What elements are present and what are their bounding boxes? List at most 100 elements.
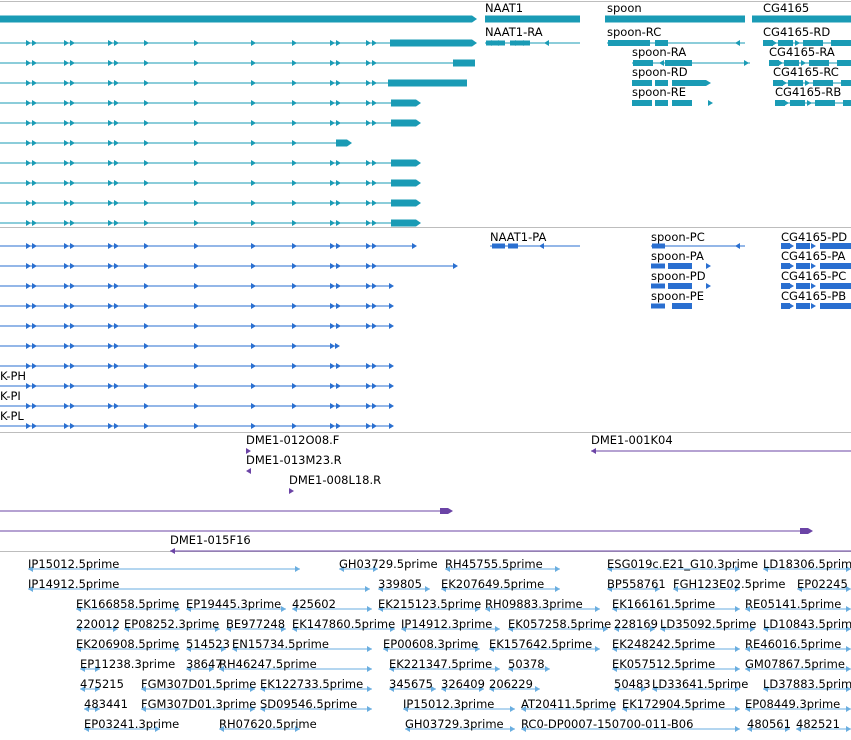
- est-label[interactable]: BE977248: [226, 617, 286, 631]
- transcript-label[interactable]: spoon-RE: [632, 85, 687, 99]
- strand-arrow: [811, 283, 816, 289]
- est-label[interactable]: GM07867.5prime: [745, 657, 845, 671]
- est-label[interactable]: RH45755.5prime: [445, 557, 543, 571]
- est-label[interactable]: EK206908.5prime: [76, 637, 180, 651]
- est-label[interactable]: EP02245: [797, 577, 848, 591]
- est-label[interactable]: 480561: [747, 717, 791, 731]
- est-label[interactable]: FGH123E02.5prime: [673, 577, 786, 591]
- est-label[interactable]: BP558761: [607, 577, 666, 591]
- transcript-label[interactable]: spoon-RC: [607, 25, 662, 39]
- est-label[interactable]: EK147860.5prime: [292, 617, 396, 631]
- est-label[interactable]: IP14912.5prime: [28, 577, 120, 591]
- protein-label[interactable]: CG4165-PA: [781, 249, 846, 263]
- protein-label[interactable]: K-PI: [0, 389, 21, 403]
- strand-arrow: [487, 40, 492, 46]
- est-label[interactable]: ESG019c.E21_G10.3prime: [607, 557, 759, 571]
- est-label[interactable]: 38647: [186, 657, 223, 671]
- est-label[interactable]: 50483: [614, 677, 651, 691]
- est-label[interactable]: IP15012.5prime: [28, 557, 120, 571]
- est-label[interactable]: GH03729.3prime: [405, 717, 504, 731]
- est-label[interactable]: 50378: [508, 657, 545, 671]
- est-label[interactable]: AT20411.5prime: [521, 697, 617, 711]
- est-label[interactable]: EK221347.5prime: [389, 657, 493, 671]
- est-label[interactable]: 483441: [84, 697, 128, 711]
- est-label[interactable]: RH09883.3prime: [485, 597, 583, 611]
- gene-label-cg4165[interactable]: CG4165: [763, 1, 810, 15]
- strand-arrow: [372, 403, 377, 409]
- est-label[interactable]: RC0-DP0007-150700-011-B06: [521, 717, 694, 731]
- transcript-label[interactable]: CG4165-RA: [769, 45, 835, 59]
- est-label[interactable]: LD37883.5prime: [763, 677, 851, 691]
- est-label[interactable]: LD35092.5prime: [660, 617, 757, 631]
- est-label[interactable]: EK157642.5prime: [489, 637, 593, 651]
- transcript-label[interactable]: CG4165-RD: [763, 25, 831, 39]
- protein-label[interactable]: spoon-PE: [651, 289, 705, 303]
- est-label[interactable]: FGM307D01.5prime: [141, 677, 257, 691]
- protein-label[interactable]: K-PH: [0, 369, 27, 383]
- transcript-label[interactable]: spoon-RD: [632, 65, 688, 79]
- strand-arrow: [378, 606, 383, 612]
- est-label[interactable]: IP15012.3prime: [403, 697, 495, 711]
- est-label[interactable]: EK166161.5prime: [612, 597, 716, 611]
- clone-label[interactable]: DME1-012O08.F: [246, 433, 340, 447]
- clone-label[interactable]: DME1-001K04: [591, 433, 673, 447]
- est-label[interactable]: 220012: [76, 617, 120, 631]
- est-label[interactable]: LD18306.5prime: [763, 557, 851, 571]
- protein-label[interactable]: spoon-PA: [651, 249, 704, 263]
- est-label[interactable]: 475215: [80, 677, 124, 691]
- est-label[interactable]: EP19445.3prime: [186, 597, 282, 611]
- est-label[interactable]: EP03241.3prime: [84, 717, 180, 731]
- clone-label[interactable]: DME1-013M23.R: [246, 453, 342, 467]
- est-label[interactable]: EK057258.5prime: [508, 617, 612, 631]
- protein-label[interactable]: spoon-PC: [651, 230, 705, 244]
- strand-arrow: [372, 243, 377, 249]
- est-label[interactable]: EP00608.3prime: [383, 637, 479, 651]
- est-label[interactable]: EK207649.5prime: [441, 577, 545, 591]
- transcript-label[interactable]: CG4165-RB: [775, 85, 842, 99]
- est-label[interactable]: RH07620.5prime: [219, 717, 317, 731]
- est-label[interactable]: 206229: [489, 677, 533, 691]
- strand-arrow: [70, 100, 75, 106]
- strand-arrow: [144, 80, 149, 86]
- est-label[interactable]: GH03729.5prime: [339, 557, 438, 571]
- protein-label[interactable]: CG4165-PB: [781, 289, 847, 303]
- gene-label-naat1[interactable]: NAAT1: [485, 1, 524, 15]
- est-label[interactable]: EN15734.5prime: [232, 637, 329, 651]
- est-label[interactable]: LD10843.5prime: [763, 617, 851, 631]
- transcript-label[interactable]: NAAT1-RA: [485, 25, 543, 39]
- est-label[interactable]: 345675: [389, 677, 433, 691]
- transcript-label[interactable]: spoon-RA: [632, 45, 687, 59]
- est-label[interactable]: EK057512.5prime: [612, 657, 716, 671]
- protein-label[interactable]: K-PL: [0, 409, 24, 423]
- est-label[interactable]: EP08449.3prime: [745, 697, 841, 711]
- clone-label[interactable]: DME1-015F16: [170, 533, 251, 547]
- est-label[interactable]: LD33641.5prime: [652, 677, 749, 691]
- est-label[interactable]: RE46016.5prime: [745, 637, 842, 651]
- est-label[interactable]: 339805: [378, 577, 422, 591]
- protein-label[interactable]: CG4165-PC: [781, 269, 847, 283]
- est-label[interactable]: RH46247.5prime: [219, 657, 317, 671]
- strand-arrow: [108, 40, 113, 46]
- est-label[interactable]: 228169: [614, 617, 658, 631]
- protein-label[interactable]: CG4165-PD: [781, 230, 848, 244]
- est-label[interactable]: RE05141.5prime: [745, 597, 842, 611]
- gene-label-spoon[interactable]: spoon: [607, 1, 642, 15]
- protein-label[interactable]: spoon-PD: [651, 269, 706, 283]
- transcript-label[interactable]: CG4165-RC: [773, 65, 839, 79]
- protein-label[interactable]: NAAT1-PA: [490, 230, 547, 244]
- est-label[interactable]: 425602: [292, 597, 336, 611]
- est-label[interactable]: EP08252.3prime: [124, 617, 220, 631]
- est-label[interactable]: 482521: [796, 717, 840, 731]
- est-label[interactable]: 514523: [186, 637, 230, 651]
- est-label[interactable]: SD09546.5prime: [260, 697, 358, 711]
- est-label[interactable]: EK215123.5prime: [378, 597, 482, 611]
- est-label[interactable]: EK248242.5prime: [612, 637, 716, 651]
- est-label[interactable]: EP11238.3prime: [80, 657, 176, 671]
- clone-label[interactable]: DME1-008L18.R: [289, 473, 382, 487]
- est-label[interactable]: FGM307D01.3prime: [141, 697, 257, 711]
- est-label[interactable]: EK166858.5prime: [76, 597, 180, 611]
- est-label[interactable]: IP14912.3prime: [401, 617, 493, 631]
- est-label[interactable]: EK122733.5prime: [260, 677, 364, 691]
- est-label[interactable]: 326409: [441, 677, 485, 691]
- est-label[interactable]: EK172904.5prime: [622, 697, 726, 711]
